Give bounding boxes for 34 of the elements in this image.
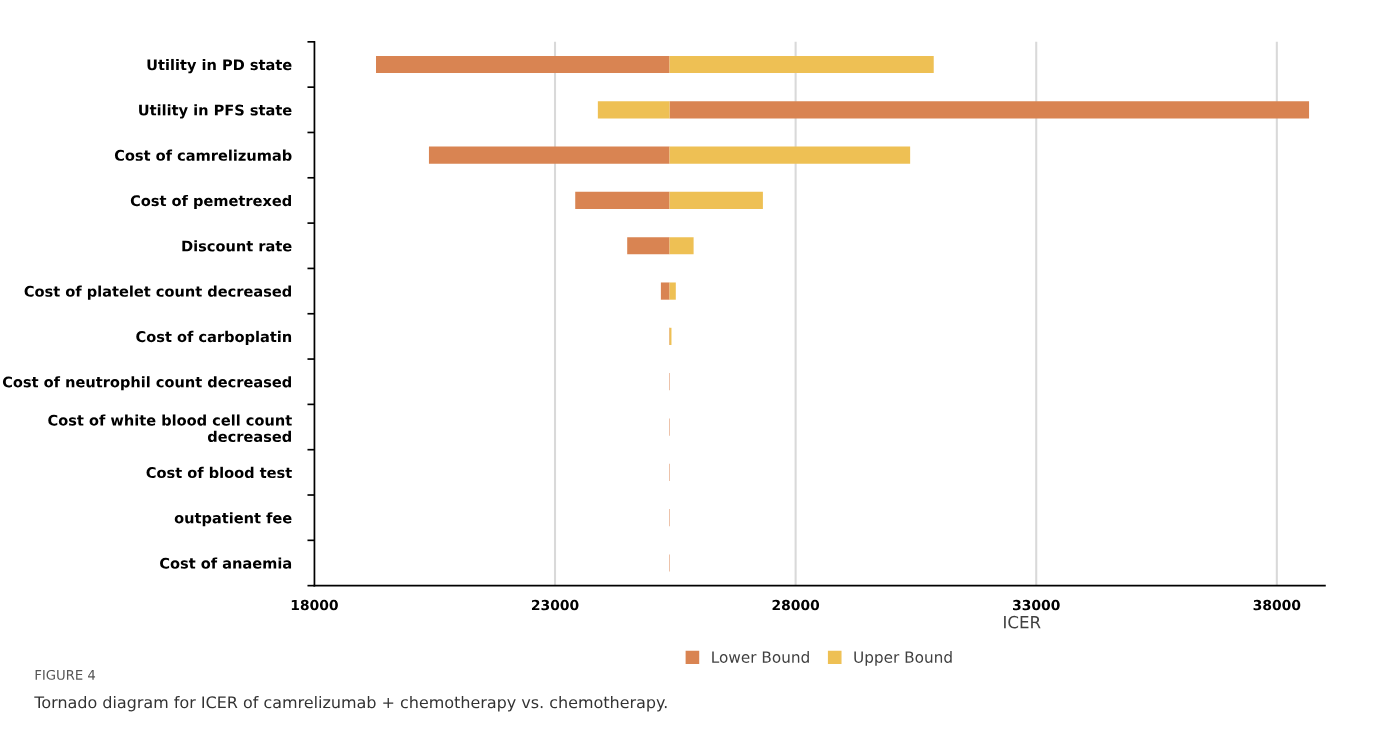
- y-tick-label: Discount rate: [182, 240, 292, 252]
- bar: [597, 101, 670, 119]
- bar: [669, 146, 911, 164]
- bar: [627, 237, 670, 255]
- bar: [428, 146, 670, 164]
- x-tick-label: 33000: [1012, 599, 1060, 611]
- y-tick-label: Utility in PFS state: [139, 104, 292, 119]
- legend-label: Upper Bound: [854, 651, 952, 666]
- bar: [669, 282, 676, 300]
- bar: [575, 191, 670, 210]
- bar: [660, 282, 670, 300]
- y-tick-label: Cost of camrelizumab: [114, 149, 292, 161]
- bar: [669, 191, 763, 210]
- y-tick-label: Cost of carboplatin: [136, 330, 292, 345]
- y-tick-label: outpatient fee: [174, 512, 292, 527]
- x-axis-title: ICER: [1004, 615, 1041, 629]
- x-tick-label: 28000: [772, 599, 820, 611]
- x-tick-label: 23000: [531, 599, 579, 611]
- bar: [669, 101, 1310, 119]
- bar: [376, 55, 670, 74]
- bar: [669, 55, 934, 74]
- text: Tornado diagram for ICER of camrelizumab + chemotherapy vs. chemotherapy.: [34, 695, 667, 712]
- x-tick-label: 18000: [291, 599, 338, 611]
- y-tick-label: Cost of pemetrexed: [130, 194, 291, 210]
- y-tick-label: Cost of anaemia: [160, 557, 292, 569]
- y-tick-label: Cost of white blood cell count decreased: [48, 414, 292, 443]
- x-tick-label: 38000: [1253, 599, 1301, 611]
- y-tick-label: Cost of blood test: [146, 466, 292, 479]
- legend-label: Lower Bound: [712, 651, 809, 663]
- caption: FIGURE 4: [35, 669, 96, 680]
- bar: [669, 237, 694, 255]
- y-tick-label: Cost of platelet count decreased: [24, 285, 291, 300]
- y-tick-label: Utility in PD state: [147, 58, 292, 74]
- y-tick-label: Cost of neutrophil count decreased: [2, 376, 291, 391]
